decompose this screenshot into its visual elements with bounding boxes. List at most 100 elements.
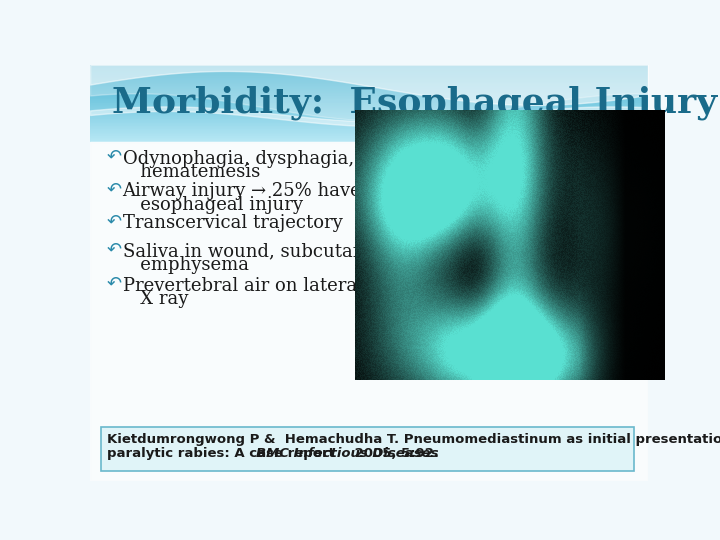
Bar [90,140,648,141]
Bar [90,130,648,131]
Bar [90,115,648,116]
Bar [90,125,648,126]
Bar [90,107,648,108]
Bar [90,122,648,123]
Bar [90,111,648,112]
Bar [90,93,648,94]
Bar [90,99,648,100]
Bar [90,70,648,71]
Bar [90,97,648,98]
Text: esophageal injury: esophageal injury [122,195,302,214]
Bar [90,67,648,68]
Bar [90,71,648,72]
Bar [90,113,648,114]
Bar [90,108,648,109]
Bar [90,141,648,142]
Bar [90,110,648,111]
Bar [90,92,648,93]
Bar [90,120,648,121]
Bar [90,142,648,481]
Bar [90,86,648,87]
Bar [90,87,648,88]
Bar [90,117,648,118]
Bar [90,106,648,107]
Bar [90,91,648,92]
FancyBboxPatch shape [101,427,634,471]
Bar [90,84,648,85]
Bar [90,118,648,119]
Text: Kietdumrongwong P &  Hemachudha T. Pneumomediastinum as initial presentation of: Kietdumrongwong P & Hemachudha T. Pneumo… [107,433,720,446]
Bar [90,135,648,136]
Bar [90,114,648,115]
Bar [90,78,648,79]
Bar [90,98,648,99]
Text: 2005, 5:92.: 2005, 5:92. [351,447,439,460]
Text: ↶: ↶ [107,240,122,258]
Bar [90,74,648,75]
Text: Morbidity:  Esophageal Injury: Morbidity: Esophageal Injury [112,86,717,120]
Bar [90,80,648,81]
Text: ↶: ↶ [107,213,122,231]
Bar [90,131,648,132]
Bar [90,127,648,128]
Text: emphysema: emphysema [122,256,248,274]
Text: Kietdumrongwong P &  Hemachudha T 2005: Kietdumrongwong P & Hemachudha T 2005 [354,363,616,376]
Text: Odynophagia, dysphagia,: Odynophagia, dysphagia, [122,150,354,167]
Bar [90,119,648,120]
Text: paralytic rabies: A case report: paralytic rabies: A case report [107,447,335,460]
Bar [90,75,648,76]
Text: ↶: ↶ [107,275,122,293]
Bar [90,77,648,78]
Bar [90,138,648,139]
Bar [90,90,648,91]
Bar [90,65,648,66]
Bar [90,81,648,82]
Text: X ray: X ray [122,291,188,308]
Bar [90,73,648,74]
Bar [90,123,648,124]
Bar [90,104,648,105]
Bar [90,83,648,84]
Bar [90,139,648,140]
Bar [90,101,648,102]
Bar [90,89,648,90]
Text: Saliva in wound, subcutaneous: Saliva in wound, subcutaneous [122,242,406,260]
Text: Transcervical trajectory: Transcervical trajectory [122,214,342,232]
Bar [90,103,648,104]
Bar [90,132,648,133]
Text: BMC Infectious Diseases: BMC Infectious Diseases [256,447,438,460]
Bar [90,109,648,110]
Bar [90,128,648,129]
Bar [90,137,648,138]
Text: hematemesis: hematemesis [122,164,260,181]
Bar [90,142,648,481]
Bar [90,82,648,83]
Bar [90,136,648,137]
Bar [90,124,648,125]
Text: Prevertebral air on lateral neck: Prevertebral air on lateral neck [122,276,412,294]
Bar [90,96,648,97]
Text: ↶: ↶ [107,148,122,166]
Bar [90,66,648,67]
Bar [90,72,648,73]
Bar [90,79,648,80]
Bar [90,76,648,77]
Bar [90,69,648,70]
Bar [90,102,648,103]
Bar [90,88,648,89]
Bar [90,85,648,86]
Bar [90,95,648,96]
Bar [90,116,648,117]
Bar [90,134,648,135]
Bar [90,100,648,101]
Bar [90,126,648,127]
Text: Airway injury → 25% have: Airway injury → 25% have [122,182,361,200]
Bar [90,129,648,130]
Bar [90,112,648,113]
Bar [90,121,648,122]
Bar [90,68,648,69]
Text: ↶: ↶ [107,180,122,198]
Bar [90,94,648,95]
Bar [90,133,648,134]
Bar [90,105,648,106]
